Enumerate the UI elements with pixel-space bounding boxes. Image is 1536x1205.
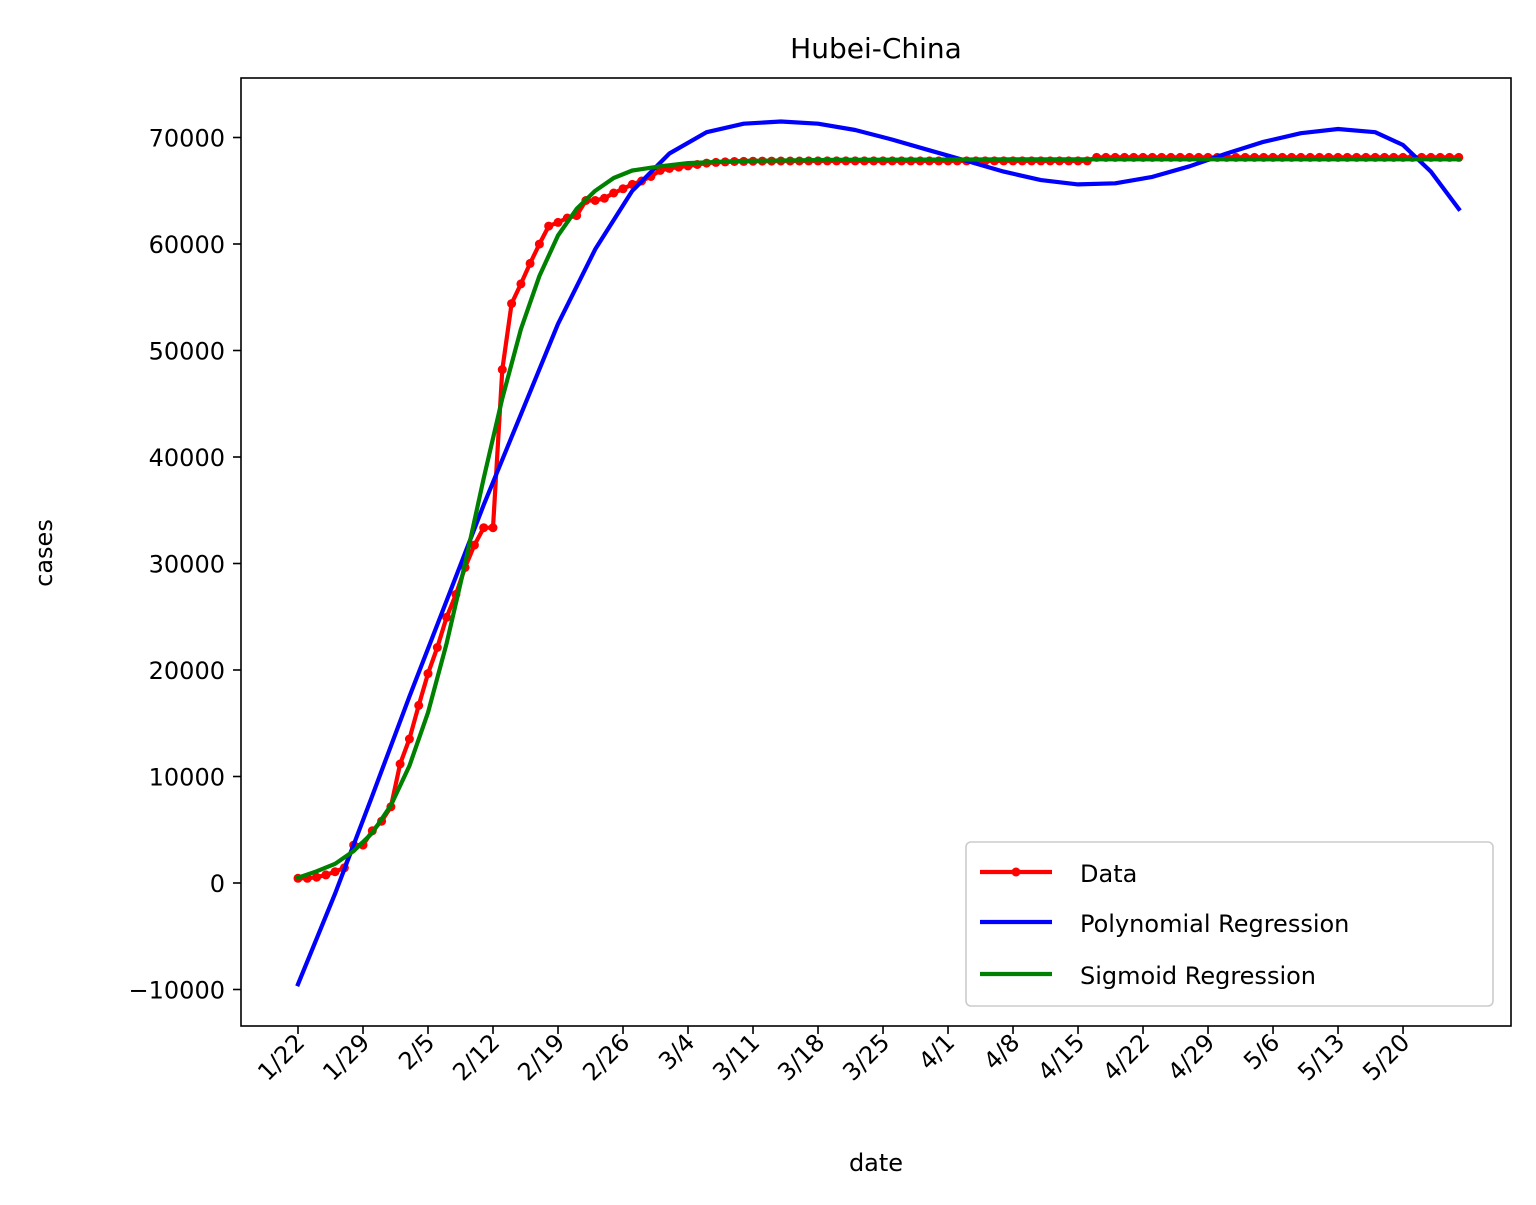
- data-point: [525, 258, 535, 268]
- y-axis: −10000 0 10000 20000 30000 40000 50000 60000 700…: [129, 125, 241, 1005]
- data-point: [330, 867, 340, 877]
- data-point: [395, 759, 405, 769]
- legend-label-data: Data: [1080, 860, 1137, 888]
- legend-item-sigmoid: Sigmoid Regression: [980, 962, 1316, 990]
- data-point: [414, 700, 424, 710]
- legend-item-data: Data: [980, 860, 1137, 888]
- data-point: [423, 669, 433, 679]
- data-point: [432, 643, 442, 652]
- y-tick-label: 60000: [149, 231, 225, 259]
- data-point: [516, 279, 526, 289]
- data-point: [544, 221, 554, 231]
- plot-frame: [240, 77, 1512, 1027]
- y-tick-label: 10000: [149, 764, 225, 792]
- data-point: [312, 872, 322, 882]
- data-point: [479, 523, 489, 533]
- y-tick-label: −10000: [129, 977, 225, 1005]
- data-point: [534, 239, 544, 249]
- data-point: [497, 365, 507, 375]
- legend-label-polynomial: Polynomial Regression: [1080, 910, 1349, 938]
- y-tick-label: 0: [210, 870, 225, 898]
- y-tick-label: 20000: [149, 657, 225, 685]
- y-tick-label: 50000: [149, 338, 225, 366]
- chart-title: Hubei-China: [790, 32, 962, 65]
- y-axis-label: cases: [30, 519, 58, 587]
- data-point: [590, 196, 600, 205]
- legend: Data Polynomial Regression Sigmoid Regre…: [965, 841, 1494, 1007]
- y-tick-label: 40000: [149, 444, 225, 472]
- data-point: [488, 523, 498, 533]
- legend-item-polynomial: Polynomial Regression: [980, 910, 1349, 938]
- data-point: [469, 540, 479, 550]
- x-axis-label: date: [849, 1149, 903, 1177]
- series-layer: [293, 119, 1464, 987]
- data-point: [553, 217, 563, 227]
- data-point: [618, 184, 628, 194]
- legend-marker-data: [1011, 867, 1021, 877]
- data-point: [599, 193, 609, 203]
- y-tick-label: 70000: [149, 125, 225, 153]
- data-point: [442, 612, 452, 622]
- series-line-sigmoid: [295, 157, 1461, 881]
- legend-box: [965, 841, 1494, 1007]
- legend-label-sigmoid: Sigmoid Regression: [1080, 962, 1316, 990]
- data-point: [507, 299, 517, 309]
- data-point: [321, 870, 331, 880]
- data-point: [404, 734, 414, 744]
- y-tick-label: 30000: [149, 551, 225, 579]
- data-point: [609, 188, 619, 198]
- series-line-polynomial: [295, 119, 1462, 987]
